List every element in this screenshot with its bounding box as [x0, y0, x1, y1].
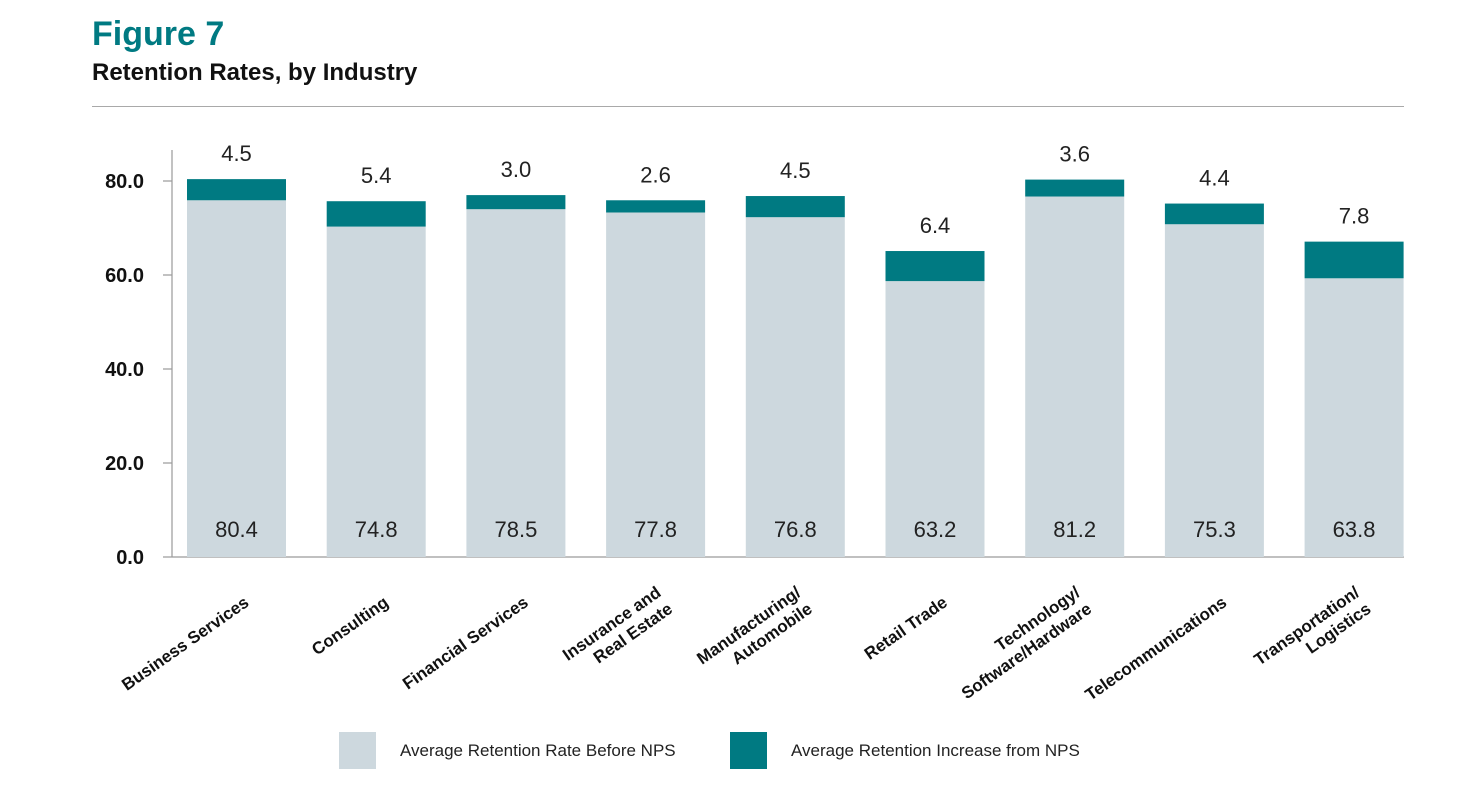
bar-base-value-label: 81.2 [1053, 517, 1096, 542]
x-tick-label-group: Retail Trade [861, 593, 951, 664]
x-tick-label-group: Financial Services [399, 593, 531, 694]
bar-increase-value-label: 4.5 [780, 158, 811, 183]
x-tick-label-group: Consulting [308, 593, 392, 659]
bar-base-4 [745, 217, 845, 557]
x-tick-label: Consulting [308, 593, 392, 659]
bar-base-0 [187, 200, 286, 557]
legend-swatch-increase [730, 732, 767, 769]
bar-increase-0 [187, 179, 286, 201]
bar-base-value-label: 77.8 [634, 517, 677, 542]
bar-increase-6 [1025, 179, 1125, 197]
legend-item-increase: Average Retention Increase from NPS [730, 732, 1080, 769]
bar-increase-value-label: 4.5 [221, 141, 252, 166]
figure-number: Figure 7 [92, 15, 225, 53]
y-tick-label: 80.0 [105, 171, 144, 193]
legend-label-increase: Average Retention Increase from NPS [791, 740, 1080, 760]
x-tick-label-group: Telecommunications [1082, 593, 1230, 705]
bar-base-value-label: 76.8 [774, 517, 817, 542]
bar-increase-value-label: 3.6 [1059, 142, 1090, 167]
x-tick-label: Business Services [118, 593, 252, 695]
bar-base-1 [326, 226, 426, 557]
legend-swatch-base [339, 732, 376, 769]
x-tick-label: Retail Trade [861, 593, 951, 664]
bar-base-7 [1164, 224, 1264, 558]
x-tick-label-group: Transportation/Logistics [1251, 583, 1375, 670]
bar-increase-1 [326, 201, 426, 227]
bar-increase-5 [885, 251, 985, 282]
bar-increase-value-label: 6.4 [920, 213, 951, 238]
bar-base-6 [1025, 196, 1125, 557]
x-tick-label-group: Technology/Software/Hardware [958, 583, 1095, 703]
bar-increase-value-label: 3.0 [501, 157, 532, 182]
x-tick-label-group: Business Services [118, 593, 252, 695]
bar-base-5 [885, 281, 985, 557]
bar-increase-value-label: 4.4 [1199, 166, 1230, 191]
bar-base-value-label: 63.8 [1333, 517, 1376, 542]
y-tick-label: 20.0 [105, 453, 144, 475]
x-tick-label-group: Manufacturing/Automobile [693, 583, 815, 669]
bar-increase-value-label: 7.8 [1339, 204, 1370, 229]
bar-base-3 [606, 212, 706, 558]
bar-base-value-label: 75.3 [1193, 517, 1236, 542]
legend-label-base: Average Retention Rate Before NPS [400, 740, 676, 760]
bar-increase-value-label: 5.4 [361, 163, 392, 188]
bar-increase-8 [1304, 241, 1404, 279]
bar-base-2 [466, 209, 566, 557]
figure-title: Retention Rates, by Industry [92, 59, 418, 86]
bar-increase-2 [466, 195, 566, 210]
y-tick-label: 60.0 [105, 265, 144, 287]
bar-increase-4 [745, 196, 845, 218]
y-tick-label: 0.0 [116, 547, 144, 569]
bar-increase-value-label: 2.6 [640, 162, 671, 187]
legend-item-base: Average Retention Rate Before NPS [339, 732, 676, 769]
y-axis: 0.0 20.0 40.0 60.0 80.0 [105, 150, 1404, 569]
y-tick-label: 40.0 [105, 359, 144, 381]
bar-base-8 [1304, 278, 1404, 557]
bar-base-value-label: 63.2 [914, 517, 957, 542]
bar-series-group: 80.4 4.5 74.8 5.4 78.5 3.0 77.8 2.6 76.8 4.5 63.2 6… [187, 141, 1404, 558]
bar-base-value-label: 74.8 [355, 517, 398, 542]
title-rule [92, 106, 1404, 107]
bar-increase-3 [606, 200, 706, 213]
x-axis-labels: Business Services Consulting Financial Ser… [118, 583, 1374, 705]
bar-base-value-label: 80.4 [215, 517, 258, 542]
x-tick-label: Financial Services [399, 593, 531, 694]
x-tick-label: Telecommunications [1082, 593, 1230, 705]
bar-increase-7 [1164, 203, 1264, 225]
bar-base-value-label: 78.5 [494, 517, 537, 542]
